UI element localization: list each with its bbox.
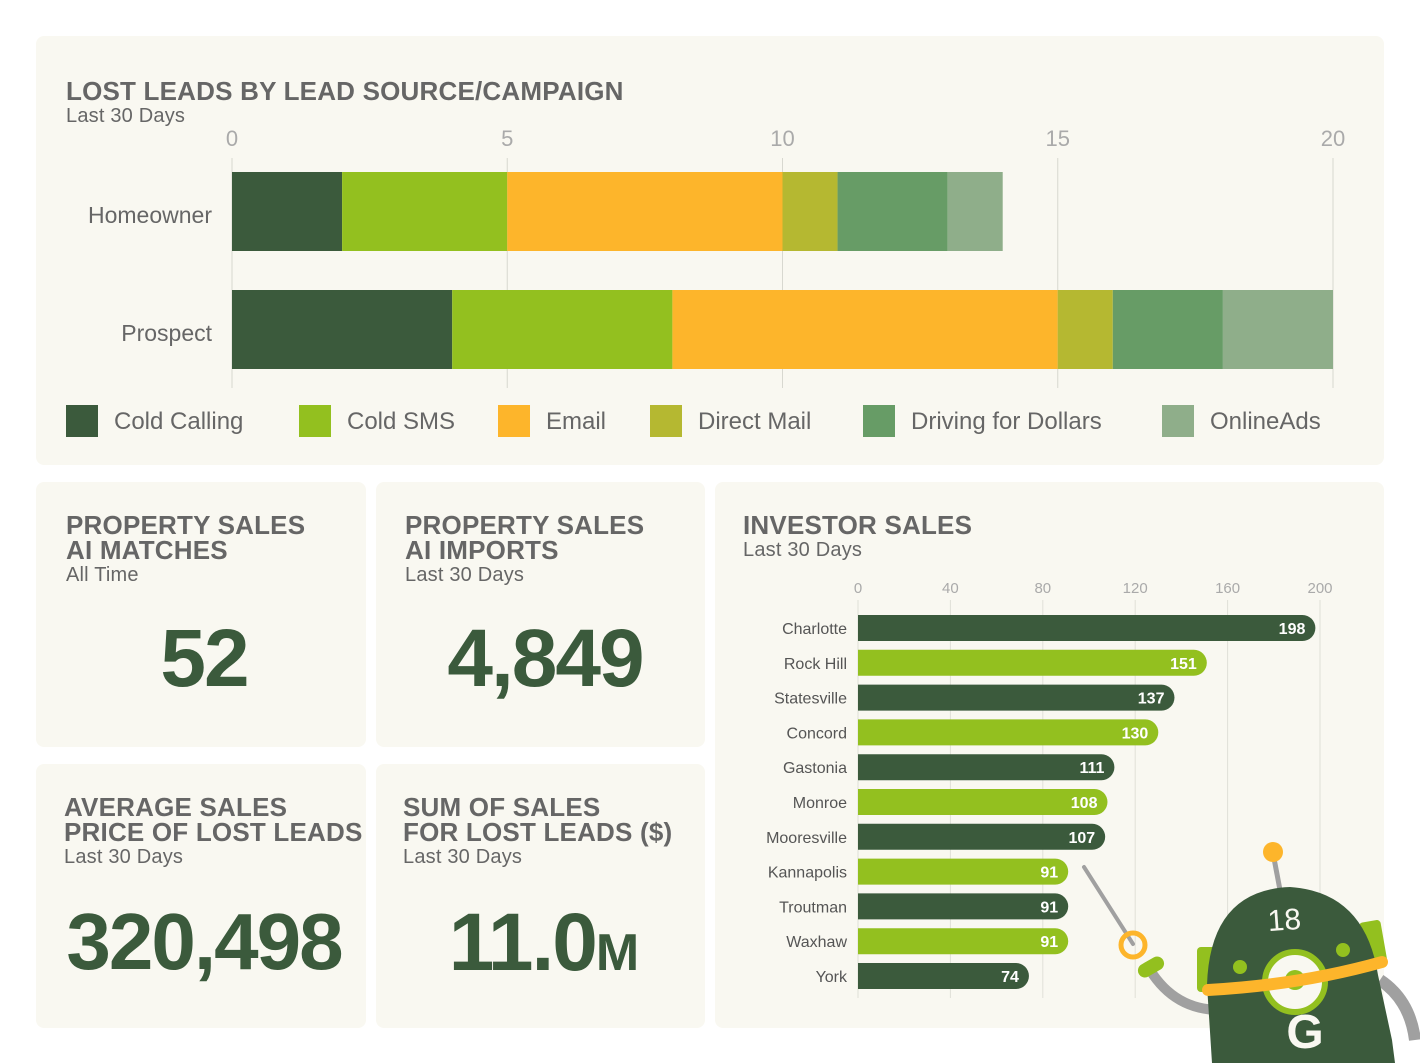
legend-swatch (299, 405, 331, 437)
bar-segment (672, 290, 1058, 369)
bar-segment (837, 172, 948, 251)
legend-swatch (650, 405, 682, 437)
kpi-title-line: AI MATCHES (66, 535, 228, 565)
legend-label: Direct Mail (698, 408, 811, 435)
kpi-title: PROPERTY SALES AI MATCHES All Time (66, 510, 306, 587)
chart-title: LOST LEADS BY LEAD SOURCE/CAMPAIGN (66, 76, 624, 106)
kpi-title-line: AVERAGE SALES (64, 792, 288, 822)
lost-leads-title: LOST LEADS BY LEAD SOURCE/CAMPAIGN Last … (66, 76, 624, 128)
kpi-title-line: PRICE OF LOST LEADS (64, 817, 363, 847)
kpi-card-ai-imports: PROPERTY SALES AI IMPORTS Last 30 Days 4… (376, 482, 705, 747)
kpi-subtitle: Last 30 Days (64, 846, 184, 868)
x-tick-label: 15 (1046, 126, 1070, 151)
kpi-title-line: AI IMPORTS (405, 535, 559, 565)
kpi-title: AVERAGE SALES PRICE OF LOST LEADS Last 3… (64, 792, 363, 869)
chart-title: INVESTOR SALES (743, 510, 973, 540)
legend-swatch (498, 405, 530, 437)
investor-sales-card: INVESTOR SALES Last 30 Days (715, 482, 1384, 1028)
legend-label: Driving for Dollars (911, 408, 1102, 435)
bar-segment (232, 290, 453, 369)
bar-segment (507, 172, 783, 251)
lost-leads-chart: 0 5 10 15 20 Homeowner Prospect Cold Calling Col… (66, 126, 1345, 437)
kpi-value-wrap: 11.0M (376, 896, 712, 990)
x-tick-label: 10 (770, 126, 794, 151)
kpi-value: 11.0 (448, 897, 598, 988)
kpi-title-line: PROPERTY SALES (66, 510, 306, 540)
bar-segment (947, 172, 1003, 251)
kpi-title-line: SUM OF SALES (403, 792, 601, 822)
legend-swatch (863, 405, 895, 437)
investor-title: INVESTOR SALES Last 30 Days (743, 510, 973, 562)
kpi-card-avg-price: AVERAGE SALES PRICE OF LOST LEADS Last 3… (36, 764, 366, 1028)
kpi-unit: M (595, 924, 640, 982)
chart-subtitle: Last 30 Days (66, 105, 186, 127)
bar-segment (342, 172, 508, 251)
x-tick-label: 0 (226, 126, 238, 151)
legend-label: Email (546, 408, 606, 435)
kpi-title: PROPERTY SALES AI IMPORTS Last 30 Days (405, 510, 645, 587)
chart-subtitle: Last 30 Days (743, 539, 863, 561)
kpi-card-sum-sales: SUM OF SALES FOR LOST LEADS ($) Last 30 … (376, 764, 705, 1028)
kpi-value: 52 (160, 613, 249, 704)
kpi-value: 4,849 (447, 613, 644, 704)
kpi-value: 320,498 (66, 897, 343, 986)
category-label: Prospect (121, 320, 212, 346)
legend-label: OnlineAds (1210, 408, 1321, 435)
legend-label: Cold SMS (347, 408, 455, 435)
legend-swatch (1162, 405, 1194, 437)
kpi-subtitle: All Time (66, 564, 139, 586)
bar-segment (782, 172, 838, 251)
bar-segment (1112, 290, 1223, 369)
x-tick-label: 20 (1321, 126, 1345, 151)
kpi-card-ai-matches: PROPERTY SALES AI MATCHES All Time 52 (36, 482, 366, 747)
kpi-title-line: FOR LOST LEADS ($) (403, 817, 673, 847)
bar-segment (1057, 290, 1113, 369)
kpi-title-line: PROPERTY SALES (405, 510, 645, 540)
legend-swatch (66, 405, 98, 437)
kpi-subtitle: Last 30 Days (403, 846, 523, 868)
x-tick-label: 5 (501, 126, 513, 151)
bar-segment (232, 172, 343, 251)
kpi-subtitle: Last 30 Days (405, 564, 525, 586)
kpi-title: SUM OF SALES FOR LOST LEADS ($) Last 30 … (403, 792, 673, 869)
legend-label: Cold Calling (114, 408, 243, 435)
category-label: Homeowner (88, 202, 212, 228)
bar-segment (1222, 290, 1333, 369)
bar-segment (452, 290, 673, 369)
